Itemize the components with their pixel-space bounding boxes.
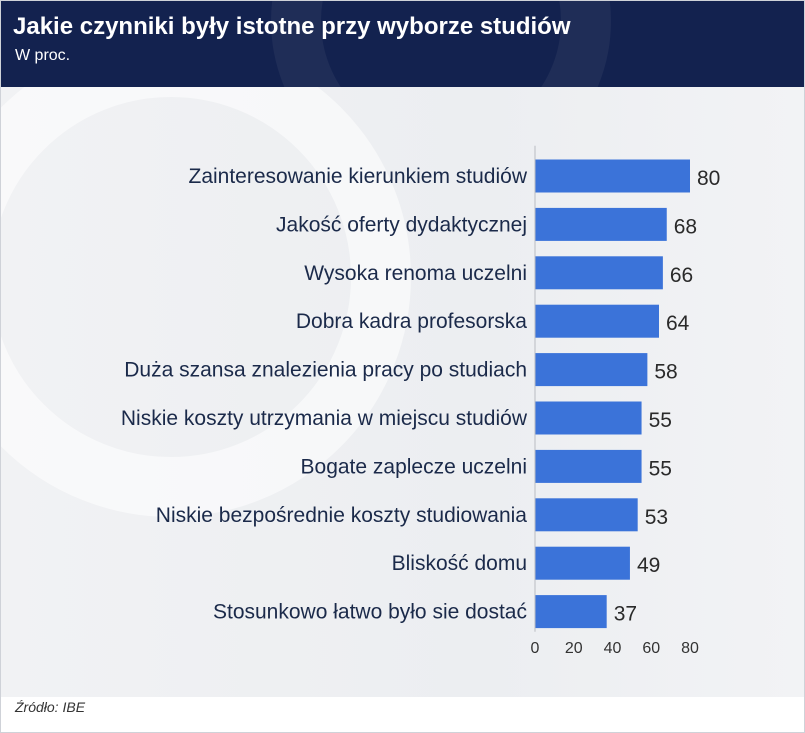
value-label: 68 [674,215,697,238]
value-label: 55 [649,457,672,480]
bar [535,353,648,387]
bar [535,207,667,241]
category-label: Jakość oferty dydaktycznej [276,213,527,236]
value-label: 58 [654,361,677,384]
bar [535,546,630,580]
x-tick-label: 0 [531,640,540,657]
bar [535,498,638,532]
category-label: Duża szansa znalezienia pracy po studiac… [124,359,527,382]
header-background-ring [271,1,611,87]
x-tick-label: 60 [642,640,660,657]
value-label: 37 [614,603,637,626]
value-label: 64 [666,312,690,335]
category-label: Zainteresowanie kierunkiem studiów [189,165,528,188]
value-label: 66 [670,264,693,287]
category-label: Bogate zaplecze uczelni [301,455,527,478]
category-label: Dobra kadra profesorska [296,310,527,333]
value-label: 80 [697,167,720,190]
value-label: 55 [649,409,672,432]
x-tick-label: 80 [681,640,699,657]
bar [535,595,607,629]
bar [535,159,690,193]
category-label: Niskie bezpośrednie koszty studiowania [156,504,528,527]
x-tick-label: 20 [565,640,583,657]
category-label: Stosunkowo łatwo było sie dostać [213,601,527,624]
value-label: 49 [637,554,660,577]
category-label: Bliskość domu [392,552,527,575]
source-note: Źródło: IBE [15,699,86,715]
category-label: Niskie koszty utrzymania w miejscu studi… [121,407,528,430]
category-label: Wysoka renoma uczelni [304,262,527,285]
plot-area [1,87,804,697]
bar [535,256,663,290]
chart-header: Jakie czynniki były istotne przy wyborze… [1,1,804,87]
x-tick-label: 40 [604,640,622,657]
bar [535,449,642,483]
value-label: 53 [645,506,668,529]
chart-title: Jakie czynniki były istotne przy wyborze… [13,13,571,40]
bar [535,304,659,338]
bar [535,401,642,435]
chart-subtitle: W proc. [15,47,71,64]
